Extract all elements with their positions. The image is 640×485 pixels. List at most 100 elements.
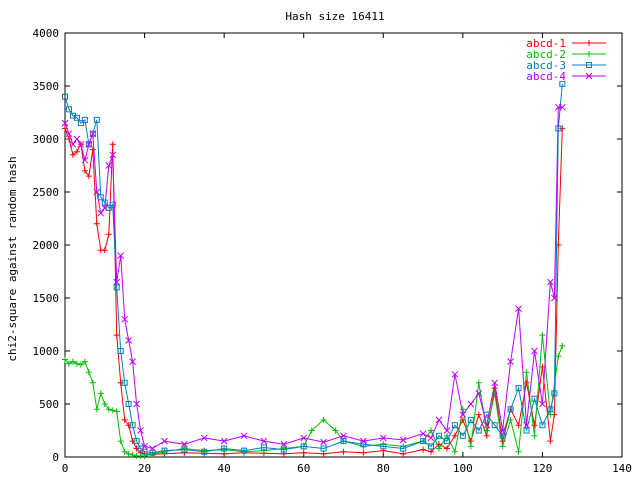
- x-tick-label: 80: [377, 462, 390, 475]
- data-point: [241, 447, 248, 454]
- data-point: [443, 432, 450, 439]
- y-tick-label: 2000: [33, 239, 60, 252]
- data-point: [125, 450, 132, 457]
- data-point: [428, 443, 435, 450]
- data-point: [499, 432, 506, 439]
- data-point: [85, 140, 93, 148]
- data-point: [221, 445, 228, 452]
- legend-marker: [586, 62, 592, 68]
- y-tick-label: 500: [39, 398, 59, 411]
- series-abcd-2: [62, 332, 566, 459]
- legend-marker: [585, 72, 593, 80]
- y-axis-label: chi2-square against random hash: [6, 156, 19, 361]
- data-point: [539, 332, 546, 339]
- data-point: [117, 252, 125, 259]
- data-point: [443, 445, 450, 452]
- data-point: [73, 114, 80, 121]
- data-point: [308, 427, 315, 434]
- legend-label: abcd-3: [526, 59, 566, 72]
- data-point: [380, 443, 387, 450]
- data-point: [89, 130, 97, 138]
- data-point: [559, 125, 566, 132]
- x-tick-label: 120: [532, 462, 552, 475]
- data-point: [101, 401, 108, 407]
- data-point: [491, 385, 498, 392]
- data-point: [507, 416, 514, 423]
- data-point: [260, 437, 268, 445]
- data-point: [117, 379, 124, 386]
- data-point: [320, 450, 327, 457]
- data-point: [491, 379, 499, 387]
- data-point: [85, 369, 92, 376]
- legend-entry: abcd-2: [526, 48, 606, 61]
- data-point: [113, 284, 120, 291]
- x-tick-label: 140: [612, 462, 632, 475]
- data-point: [81, 156, 89, 164]
- data-point: [69, 358, 76, 365]
- data-point: [200, 434, 208, 442]
- y-tick-label: 1500: [33, 292, 60, 305]
- data-point: [475, 379, 482, 386]
- series-line: [64, 128, 563, 455]
- data-point: [435, 445, 442, 452]
- data-point: [93, 188, 101, 196]
- x-tick-label: 60: [297, 462, 310, 475]
- data-point: [547, 406, 554, 413]
- data-point: [181, 440, 188, 448]
- data-point: [399, 436, 407, 444]
- y-tick-label: 0: [52, 451, 59, 464]
- data-point: [443, 427, 451, 434]
- data-point: [149, 449, 156, 456]
- data-point: [121, 379, 128, 386]
- data-point: [451, 370, 459, 378]
- legend-entry: abcd-3: [526, 59, 606, 72]
- data-point: [320, 438, 327, 446]
- data-point: [121, 448, 128, 455]
- data-point: [125, 401, 132, 407]
- data-point: [300, 434, 308, 442]
- data-point: [539, 400, 546, 408]
- data-point: [105, 231, 112, 238]
- data-point: [475, 390, 483, 397]
- y-tick-label: 1000: [33, 345, 60, 358]
- y-tick-label: 3500: [33, 80, 60, 93]
- data-point: [181, 446, 188, 453]
- data-point: [260, 444, 267, 451]
- series-line: [64, 106, 563, 450]
- data-point: [340, 448, 347, 455]
- data-point: [69, 151, 76, 158]
- data-point: [459, 406, 466, 413]
- data-point: [149, 445, 156, 452]
- data-point: [523, 427, 530, 434]
- data-point: [515, 385, 522, 392]
- data-point: [101, 204, 109, 212]
- data-point: [507, 406, 514, 413]
- data-point: [93, 116, 100, 123]
- data-point: [340, 432, 347, 440]
- data-point: [77, 140, 85, 148]
- data-point: [121, 416, 128, 423]
- data-point: [89, 146, 96, 153]
- data-point: [451, 448, 458, 455]
- data-point: [61, 119, 69, 127]
- data-point: [451, 422, 458, 429]
- data-point: [400, 445, 407, 452]
- data-point: [459, 411, 467, 418]
- data-point: [97, 209, 105, 217]
- legend-marker: [586, 40, 592, 46]
- y-tick-label: 3000: [33, 133, 60, 146]
- data-point: [499, 427, 506, 434]
- data-point: [475, 411, 482, 418]
- data-point: [260, 447, 267, 454]
- data-point: [558, 103, 566, 111]
- y-tick-label: 4000: [33, 27, 60, 40]
- data-point: [531, 347, 538, 355]
- data-point: [559, 80, 566, 87]
- data-point: [507, 358, 514, 365]
- series-abcd-4: [61, 103, 566, 452]
- data-point: [73, 360, 80, 367]
- data-point: [559, 342, 566, 349]
- data-point: [161, 437, 168, 445]
